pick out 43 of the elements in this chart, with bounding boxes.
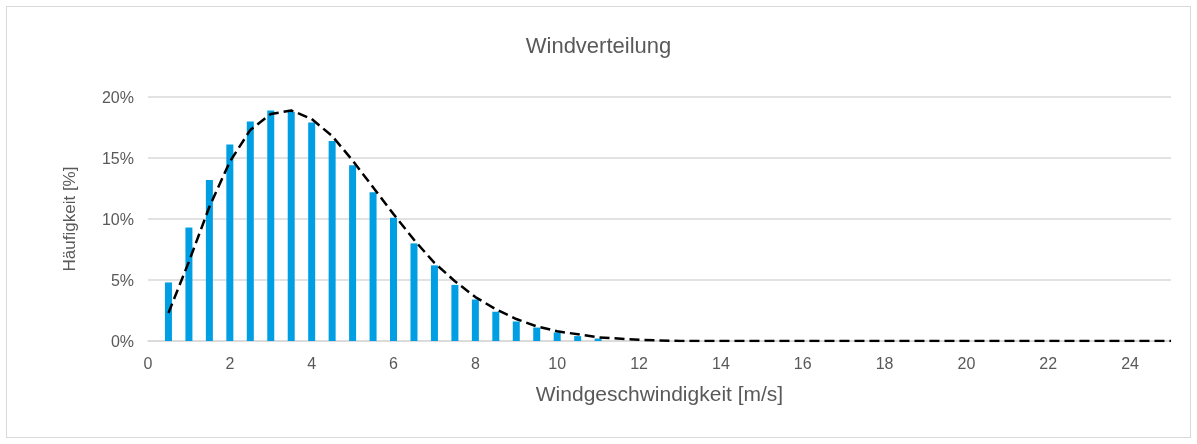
bar xyxy=(308,122,316,341)
bar xyxy=(492,311,500,341)
x-tick-label: 16 xyxy=(793,354,812,372)
bar xyxy=(471,299,479,341)
bar xyxy=(226,144,234,341)
bar xyxy=(390,217,398,341)
x-tick-label: 8 xyxy=(470,354,480,372)
x-tick-label: 12 xyxy=(630,354,649,372)
x-tick-label: 24 xyxy=(1121,354,1140,372)
chart-title: Windverteilung xyxy=(525,32,672,58)
y-tick-label: 15% xyxy=(101,149,134,167)
bar xyxy=(328,140,336,341)
y-tick-label: 20% xyxy=(101,88,134,106)
x-axis-title: Windgeschwindigkeit [m/s] xyxy=(535,382,784,405)
x-tick-label: 4 xyxy=(307,354,317,372)
bar xyxy=(287,111,295,341)
x-tick-label: 18 xyxy=(875,354,894,372)
x-tick-label: 2 xyxy=(225,354,235,372)
bar xyxy=(574,336,582,341)
bar xyxy=(430,265,438,341)
bar xyxy=(451,284,459,341)
y-axis-title: Häufigkeit [%] xyxy=(60,166,79,272)
x-tick-label: 6 xyxy=(389,354,399,372)
x-tick-label: 0 xyxy=(143,354,153,372)
bar xyxy=(533,327,541,341)
y-tick-label: 5% xyxy=(110,271,134,289)
line-series xyxy=(167,109,1173,343)
y-tick-label: 0% xyxy=(110,332,134,350)
bar xyxy=(512,321,520,341)
x-tick-label: 20 xyxy=(957,354,976,372)
bar xyxy=(410,243,418,341)
bar xyxy=(349,165,357,341)
bar xyxy=(369,192,377,341)
bar xyxy=(267,110,275,341)
bar xyxy=(185,227,193,341)
bar xyxy=(553,332,561,341)
y-tick-label: 10% xyxy=(101,210,134,228)
x-tick-label: 14 xyxy=(711,354,730,372)
bar xyxy=(164,282,172,341)
bar xyxy=(205,179,213,341)
bar xyxy=(246,121,254,341)
x-tick-label: 22 xyxy=(1039,354,1058,372)
x-tick-label: 10 xyxy=(548,354,567,372)
